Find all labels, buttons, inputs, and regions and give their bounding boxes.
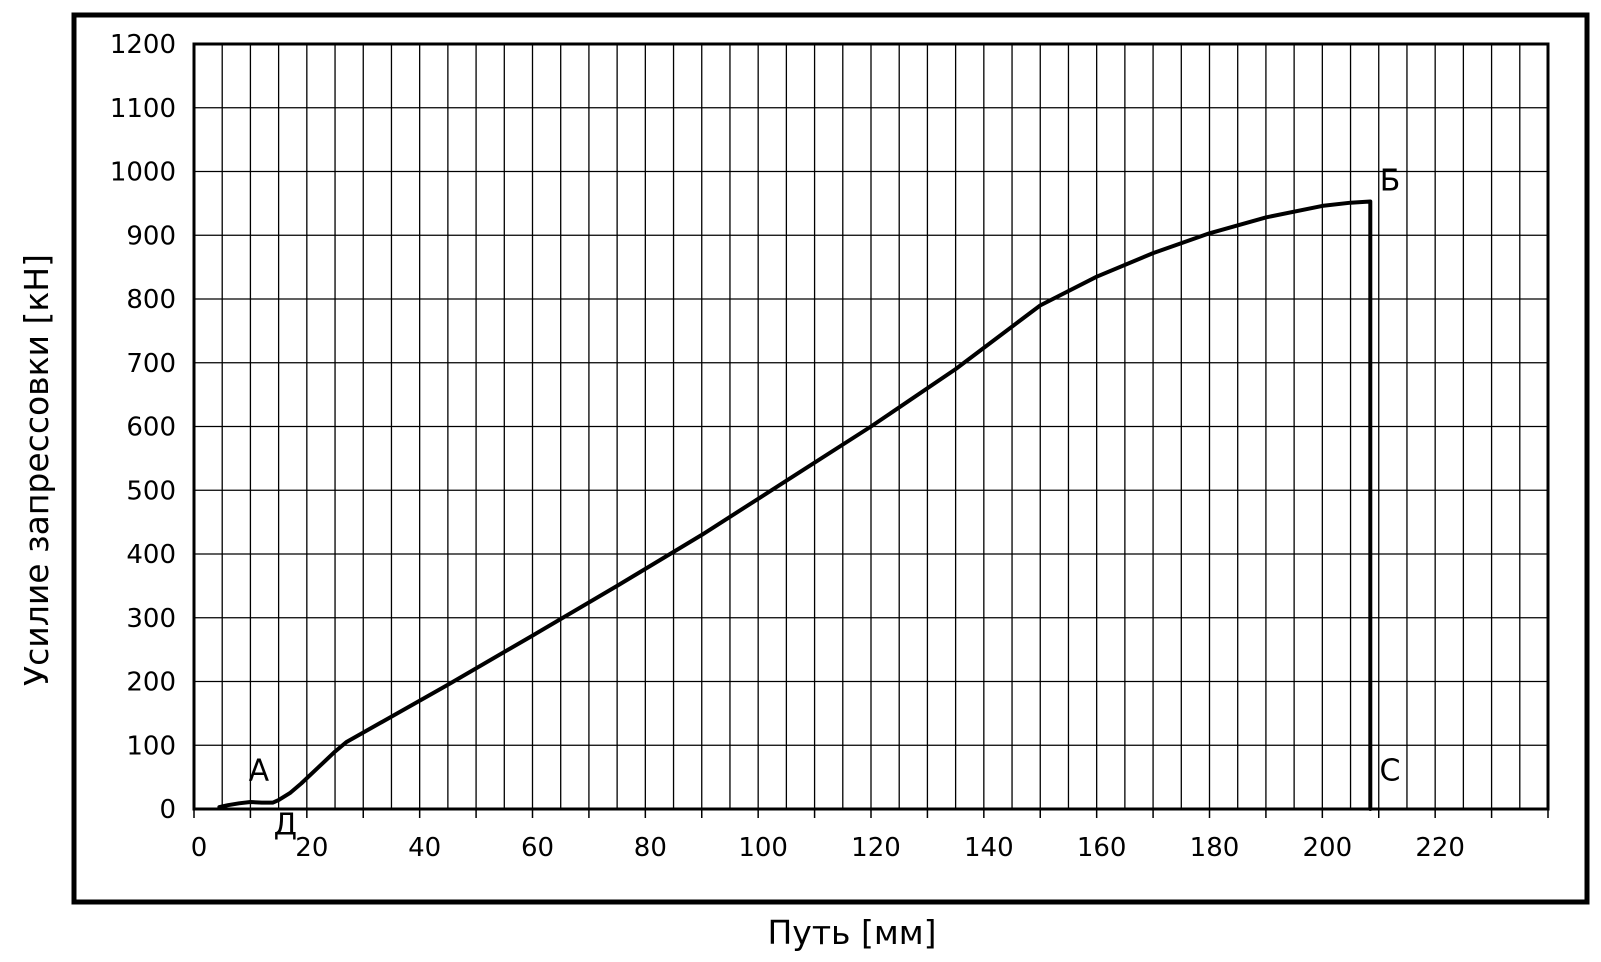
y-tick-label: 800 <box>126 285 176 315</box>
y-tick-label: 900 <box>126 221 176 251</box>
x-tick-label: 20 <box>295 833 328 863</box>
x-tick-label: 140 <box>964 833 1014 863</box>
y-tick-label: 1000 <box>110 158 176 188</box>
y-tick-label: 300 <box>126 604 176 634</box>
point-label: Д <box>274 808 297 843</box>
x-tick-label: 160 <box>1077 833 1127 863</box>
x-axis-label: Путь [мм] <box>767 913 936 952</box>
y-tick-label: 700 <box>126 349 176 379</box>
y-tick-label: 0 <box>159 795 176 825</box>
x-tick-label: 0 <box>191 833 208 863</box>
y-tick-label: 1200 <box>110 30 176 60</box>
y-axis-label: Усилие запрессовки [кН] <box>17 254 56 686</box>
x-tick-label: 100 <box>738 833 788 863</box>
x-tick-label: 220 <box>1415 833 1465 863</box>
chart-frame <box>71 12 1590 905</box>
y-tick-label: 400 <box>126 540 176 570</box>
point-label: Б <box>1380 164 1401 199</box>
point-label: С <box>1380 753 1401 788</box>
y-axis-ticks: 0 100 200 300 400 500 600 700 800 900 1000 1100 1200 <box>110 30 176 825</box>
x-tick-label: 120 <box>851 833 901 863</box>
x-tick-label: 40 <box>408 833 441 863</box>
annotations: АД Б С <box>249 164 1401 843</box>
x-tick-label: 180 <box>1190 833 1240 863</box>
y-tick-label: 100 <box>126 731 176 761</box>
x-axis-ticks: 0 20 40 60 80 100 120 140 160 180 200 220 <box>191 809 1549 863</box>
grid <box>194 44 1548 809</box>
series-layer <box>217 199 1373 811</box>
y-tick-label: 600 <box>126 413 176 443</box>
x-tick-label: 60 <box>521 833 554 863</box>
y-tick-label: 500 <box>126 476 176 506</box>
y-tick-label: 200 <box>126 668 176 698</box>
point-label: А <box>249 753 270 788</box>
series-line <box>217 199 1373 811</box>
x-tick-label: 200 <box>1303 833 1353 863</box>
y-tick-label: 1100 <box>110 94 176 124</box>
x-tick-label: 80 <box>634 833 667 863</box>
